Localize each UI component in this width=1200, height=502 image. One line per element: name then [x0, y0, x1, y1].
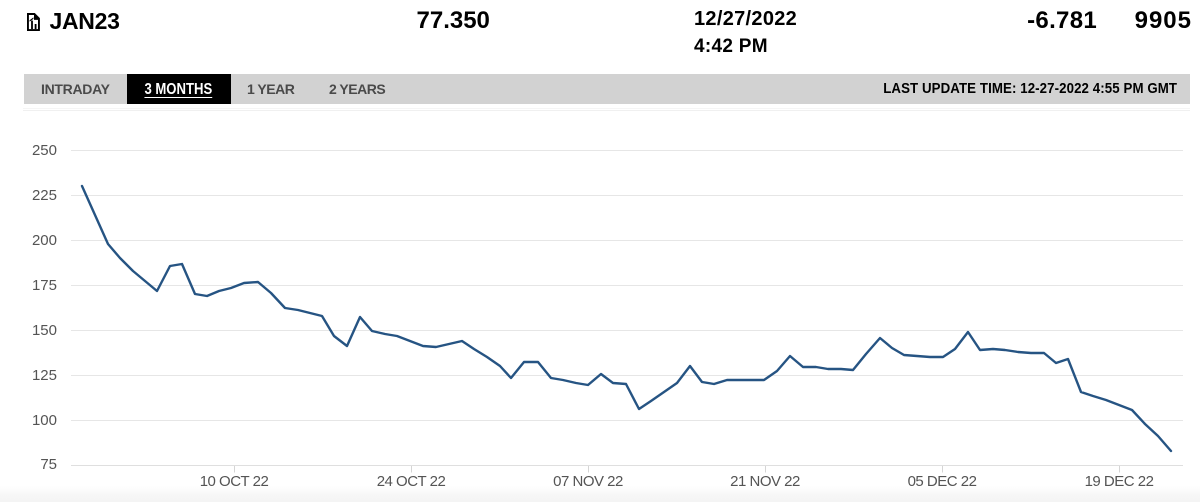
svg-text:75: 75 — [40, 456, 57, 473]
svg-text:10 OCT 22: 10 OCT 22 — [200, 473, 269, 490]
svg-text:24 OCT 22: 24 OCT 22 — [377, 473, 446, 490]
svg-text:21 NOV 22: 21 NOV 22 — [730, 473, 800, 490]
svg-text:125: 125 — [32, 367, 57, 384]
svg-text:150: 150 — [32, 322, 57, 339]
svg-text:200: 200 — [32, 232, 57, 249]
svg-text:250: 250 — [32, 142, 57, 159]
svg-text:225: 225 — [32, 187, 57, 204]
svg-text:07 NOV 22: 07 NOV 22 — [553, 473, 623, 490]
svg-text:100: 100 — [32, 412, 57, 429]
svg-text:19 DEC 22: 19 DEC 22 — [1085, 473, 1154, 490]
svg-text:175: 175 — [32, 277, 57, 294]
svg-text:05 DEC 22: 05 DEC 22 — [908, 473, 977, 490]
